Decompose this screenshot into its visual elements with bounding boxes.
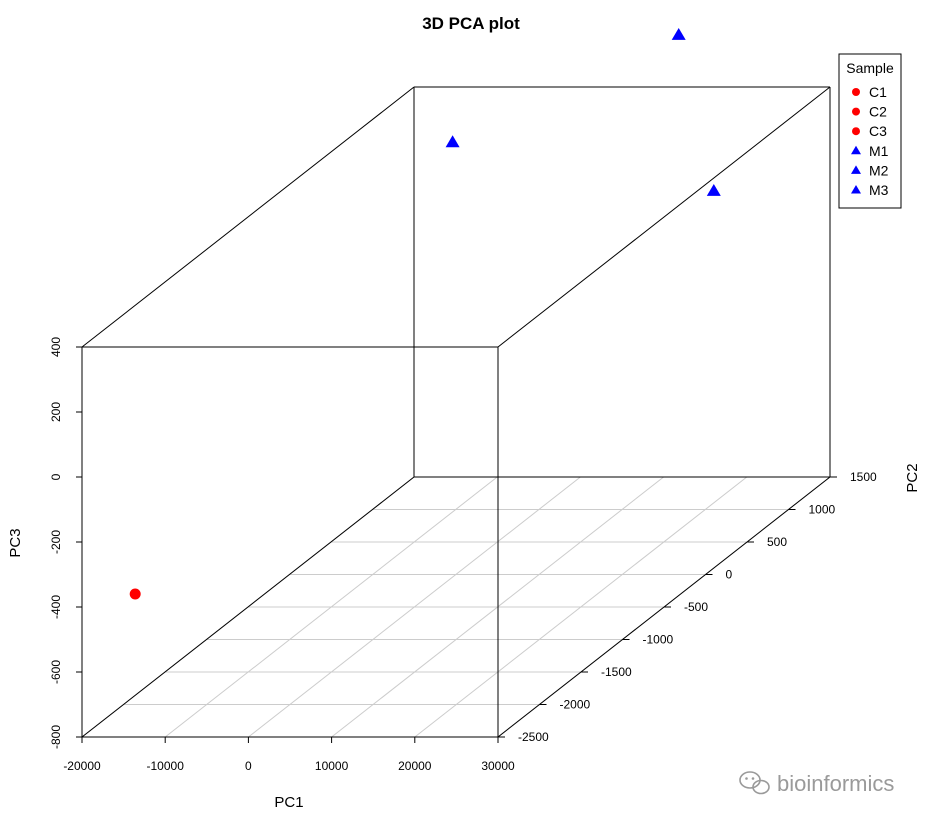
legend-label-C2: C2: [869, 104, 887, 120]
y-axis-label: PC2: [904, 463, 921, 492]
x-tick-label: 30000: [481, 759, 515, 773]
legend-label-M1: M1: [869, 143, 889, 159]
data-points: [129, 28, 721, 600]
legend-label-C3: C3: [869, 123, 887, 139]
chart-title: 3D PCA plot: [422, 14, 520, 33]
y-tick-label: -2500: [518, 730, 549, 744]
z-tick-label: -200: [49, 530, 63, 554]
y-tick-label: 1500: [850, 470, 877, 484]
legend-label-M3: M3: [869, 182, 889, 198]
legend-label-C1: C1: [869, 84, 887, 100]
axis-ticks: -20000 -10000 0 10000 20000 30000-2500-2000-1…: [49, 337, 877, 773]
legend-marker-M1: [851, 145, 861, 155]
z-axis-label: PC3: [7, 528, 24, 557]
y-tick-label: -1500: [601, 665, 632, 679]
legend-marker-M2: [851, 165, 861, 174]
x-tick-label: -10000: [147, 759, 185, 773]
legend-marker-C2: [852, 107, 860, 116]
wechat-icon: [739, 771, 770, 795]
z-tick-label: -400: [49, 595, 63, 619]
x-tick-label: -20000: [63, 759, 101, 773]
y-tick-label: -2000: [560, 698, 591, 712]
z-tick-label: -800: [49, 725, 63, 749]
point-M1: [445, 135, 460, 148]
legend-marker-M3: [851, 185, 861, 194]
watermark: bioinformics: [739, 771, 894, 796]
x-tick-label: 20000: [398, 759, 432, 773]
z-tick-label: 0: [49, 473, 63, 480]
box-edge: [81, 86, 415, 348]
legend-box: [838, 53, 902, 209]
floor-grid: [81, 476, 831, 738]
y-tick-label: 500: [767, 535, 787, 549]
z-tick-label: -600: [49, 660, 63, 684]
z-tick-label: 200: [49, 402, 63, 422]
point-M3: [706, 184, 721, 196]
x-tick-label: 0: [245, 759, 252, 773]
y-tick-label: -1000: [643, 633, 674, 647]
legend-title: Sample: [846, 60, 894, 76]
y-tick-label: 0: [726, 568, 733, 582]
point-M2: [671, 28, 686, 40]
x-axis-label: PC1: [274, 794, 303, 811]
legend-marker-C1: [852, 88, 860, 96]
y-tick-label: -500: [684, 600, 708, 614]
watermark-text: bioinformics: [777, 771, 894, 796]
legend: Sample C1 C2 C3 M1 M2 M3: [838, 53, 902, 209]
point-C1: [129, 588, 141, 600]
legend-label-M2: M2: [869, 162, 889, 178]
y-tick-label: 1000: [809, 503, 836, 517]
z-tick-label: 400: [49, 337, 63, 357]
box-edge: [497, 86, 831, 348]
box-edge: [81, 476, 415, 738]
legend-marker-C3: [852, 127, 860, 136]
x-tick-label: 10000: [315, 759, 349, 773]
